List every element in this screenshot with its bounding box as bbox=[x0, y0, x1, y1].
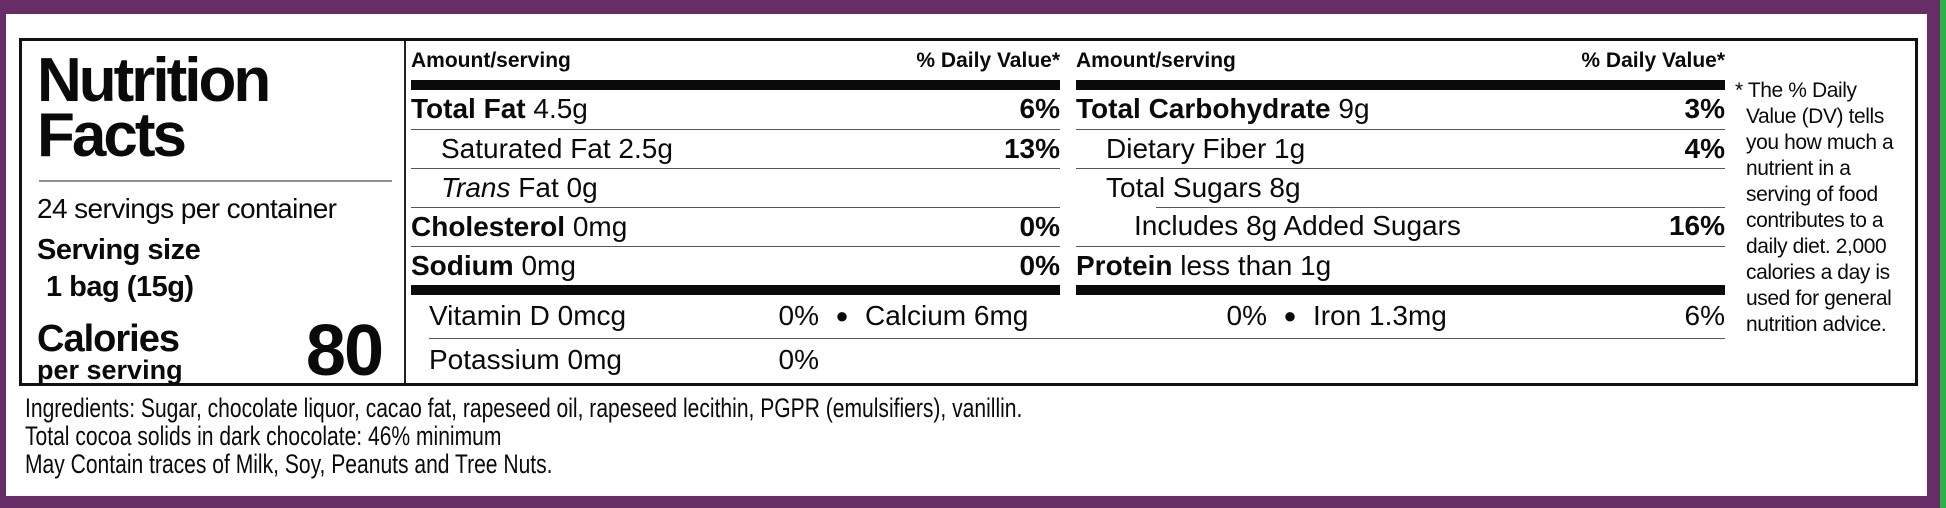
daily-value: 0% bbox=[1019, 211, 1060, 242]
nutrient-name: Sodium bbox=[411, 250, 514, 281]
bullet-separator-icon: ● bbox=[835, 303, 849, 328]
row-cholesterol: Cholesterol 0mg 0% bbox=[411, 207, 1060, 246]
potassium-dv: 0% bbox=[778, 344, 819, 375]
daily-value-footnote-text: * The % Daily Value (DV) tells you how m… bbox=[1735, 79, 1894, 336]
column-header: Amount/serving % Daily Value* bbox=[411, 41, 1060, 80]
thick-rule bbox=[411, 285, 1060, 295]
nutrient-amount: 0mg bbox=[572, 211, 628, 242]
package-border-right bbox=[1927, 0, 1940, 508]
daily-value: 0% bbox=[1019, 250, 1060, 281]
row-trans-fat: Trans Fat 0g bbox=[411, 168, 1060, 207]
daily-value: 4% bbox=[1684, 133, 1725, 164]
package-border-left bbox=[0, 0, 6, 508]
title-divider bbox=[39, 180, 392, 182]
calories-value: 80 bbox=[305, 311, 384, 391]
nutrition-facts-title: Nutrition Facts bbox=[37, 46, 404, 170]
nutrient-column-carbohydrate: Amount/serving % Daily Value* Total Carb… bbox=[1076, 41, 1725, 295]
amount-serving-header: Amount/serving bbox=[411, 49, 571, 72]
serving-size-label: Serving size bbox=[37, 234, 201, 266]
nutrient-area: Amount/serving % Daily Value* Total Fat … bbox=[406, 41, 1727, 383]
nutrient-columns: Amount/serving % Daily Value* Total Fat … bbox=[411, 41, 1725, 295]
vitamin-d-dv: 0% bbox=[778, 300, 819, 331]
thick-rule bbox=[411, 80, 1060, 90]
daily-value: 3% bbox=[1684, 93, 1725, 124]
nutrition-facts-panel: Nutrition Facts 24 servings per containe… bbox=[22, 41, 406, 391]
daily-value: 16% bbox=[1668, 210, 1725, 241]
package-edge-stripe bbox=[1940, 0, 1946, 508]
calories-label-block: Calories per serving bbox=[37, 318, 183, 385]
column-header: Amount/serving % Daily Value* bbox=[1076, 41, 1725, 80]
nutrient-name: Total Sugars 8g bbox=[1106, 172, 1301, 203]
micronutrient-section: Vitamin D 0mcg 0% ● Calcium 6mg 0% ● Iro… bbox=[411, 295, 1725, 381]
amount-serving-header: Amount/serving bbox=[1076, 49, 1236, 72]
nutrient-name: Total Carbohydrate bbox=[1076, 93, 1331, 124]
nutrient-name: Dietary Fiber 1g bbox=[1106, 133, 1306, 164]
daily-value: 6% bbox=[1019, 93, 1060, 124]
package-border-top bbox=[0, 0, 1946, 14]
thick-rule bbox=[1076, 80, 1725, 90]
nutrient-amount: Fat 0g bbox=[518, 172, 598, 203]
row-total-carbohydrate: Total Carbohydrate 9g 3% bbox=[1076, 90, 1725, 129]
bullet-separator-icon: ● bbox=[1283, 303, 1297, 328]
iron: Iron 1.3mg bbox=[1313, 300, 1447, 331]
nutrient-name: Saturated Fat 2.5g bbox=[441, 133, 673, 164]
package-border-bottom bbox=[0, 496, 1946, 508]
daily-value bbox=[1717, 247, 1725, 285]
row-dietary-fiber: Dietary Fiber 1g 4% bbox=[1076, 129, 1725, 168]
row-sodium: Sodium 0mg 0% bbox=[411, 246, 1060, 285]
row-total-fat: Total Fat 4.5g 6% bbox=[411, 90, 1060, 129]
ingredients-line: Ingredients: Sugar, chocolate liquor, ca… bbox=[25, 393, 1023, 423]
row-protein: Protein less than 1g bbox=[1076, 246, 1725, 285]
cocoa-solids-line: Total cocoa solids in dark chocolate: 46… bbox=[25, 421, 502, 451]
title-line-2: Facts bbox=[37, 101, 187, 170]
daily-value bbox=[1052, 169, 1060, 207]
nutrient-column-fat: Amount/serving % Daily Value* Total Fat … bbox=[411, 41, 1060, 295]
ingredients-block: Ingredients: Sugar, chocolate liquor, ca… bbox=[25, 394, 1022, 478]
daily-value-header: % Daily Value* bbox=[1581, 49, 1725, 72]
nutrient-name: Total Fat bbox=[411, 93, 526, 124]
nutrient-amount: less than 1g bbox=[1180, 250, 1332, 281]
calcium: Calcium 6mg bbox=[865, 300, 1029, 331]
calories-sublabel: per serving bbox=[37, 355, 183, 385]
daily-value-header: % Daily Value* bbox=[916, 49, 1060, 72]
daily-value: 13% bbox=[1003, 133, 1060, 164]
nutrient-amount: 4.5g bbox=[533, 93, 588, 124]
nutrient-amount: 0mg bbox=[521, 250, 576, 281]
nutrient-name: Protein bbox=[1076, 250, 1173, 281]
nutrition-facts-box: Nutrition Facts 24 servings per containe… bbox=[19, 38, 1918, 391]
nutrient-name-italic: Trans bbox=[441, 172, 511, 203]
row-saturated-fat: Saturated Fat 2.5g 13% bbox=[411, 129, 1060, 168]
nutrient-name: Includes 8g Added Sugars bbox=[1134, 210, 1461, 241]
vitamin-d: Vitamin D 0mcg bbox=[429, 300, 627, 331]
micronutrient-row-2: Potassium 0mg 0% bbox=[429, 338, 1725, 381]
calcium-dv: 0% bbox=[1226, 300, 1267, 331]
servings-per-container: 24 servings per container bbox=[37, 193, 337, 224]
nutrient-amount: 9g bbox=[1338, 93, 1370, 124]
row-added-sugars: Includes 8g Added Sugars 16% bbox=[1076, 207, 1725, 246]
daily-value bbox=[1717, 169, 1725, 207]
row-total-sugars: Total Sugars 8g bbox=[1076, 168, 1725, 207]
nutrient-name: Cholesterol bbox=[411, 211, 566, 242]
thick-rule bbox=[1076, 285, 1725, 295]
title-line-1: Nutrition bbox=[37, 46, 271, 115]
iron-dv: 6% bbox=[1684, 300, 1725, 331]
micronutrient-row-1: Vitamin D 0mcg 0% ● Calcium 6mg 0% ● Iro… bbox=[429, 295, 1725, 338]
allergen-line: May Contain traces of Milk, Soy, Peanuts… bbox=[25, 449, 553, 479]
daily-value-footnote: * The % Daily Value (DV) tells you how m… bbox=[1727, 41, 1915, 383]
serving-size-value: 1 bag (15g) bbox=[46, 271, 194, 303]
calories-row: Calories per serving 80 bbox=[37, 311, 404, 391]
calories-label: Calories bbox=[37, 318, 180, 360]
potassium: Potassium 0mg bbox=[429, 344, 622, 375]
